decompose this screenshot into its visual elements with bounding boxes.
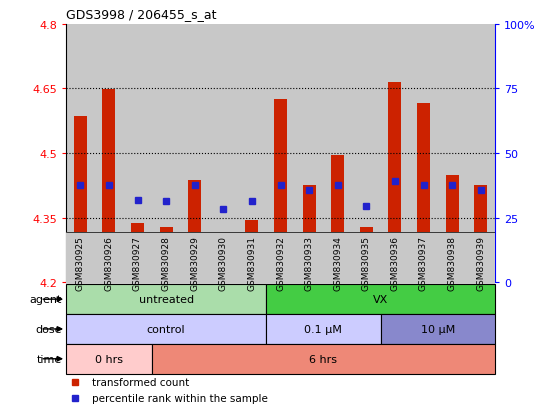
Bar <box>95 233 123 285</box>
Bar <box>102 90 116 282</box>
Text: dose: dose <box>35 324 62 334</box>
Bar <box>466 233 495 285</box>
Bar <box>360 228 373 282</box>
Bar <box>160 228 173 282</box>
Bar <box>295 233 323 285</box>
Text: GDS3998 / 206455_s_at: GDS3998 / 206455_s_at <box>66 8 217 21</box>
Bar <box>474 186 487 282</box>
Text: 6 hrs: 6 hrs <box>310 354 337 364</box>
Text: 10 μM: 10 μM <box>421 324 455 334</box>
Text: GSM830937: GSM830937 <box>419 235 428 290</box>
Text: agent: agent <box>29 294 62 304</box>
Bar <box>266 233 295 285</box>
Bar <box>217 276 230 282</box>
Bar <box>180 25 209 282</box>
Bar <box>352 233 381 285</box>
Bar <box>381 314 495 344</box>
Bar <box>409 25 438 282</box>
Bar <box>381 25 409 282</box>
Bar <box>152 233 180 285</box>
Text: GSM830935: GSM830935 <box>362 235 371 290</box>
Bar <box>266 314 381 344</box>
Bar <box>66 285 266 314</box>
Bar <box>323 233 352 285</box>
Bar <box>131 223 144 282</box>
Bar <box>446 176 459 282</box>
Text: control: control <box>147 324 185 334</box>
Text: transformed count: transformed count <box>92 377 189 387</box>
Text: GSM830939: GSM830939 <box>476 235 485 290</box>
Bar <box>74 117 87 282</box>
Text: GSM830930: GSM830930 <box>219 235 228 290</box>
Bar <box>238 233 266 285</box>
Text: GSM830927: GSM830927 <box>133 235 142 290</box>
Text: 0 hrs: 0 hrs <box>95 354 123 364</box>
Bar <box>438 233 466 285</box>
Bar <box>388 83 401 282</box>
Text: GSM830929: GSM830929 <box>190 235 199 290</box>
Bar <box>123 233 152 285</box>
Bar <box>209 233 238 285</box>
Bar <box>180 233 209 285</box>
Bar <box>266 25 295 282</box>
Bar <box>245 220 258 282</box>
Text: VX: VX <box>373 294 388 304</box>
Text: time: time <box>36 354 62 364</box>
Bar <box>417 104 430 282</box>
Bar <box>66 25 95 282</box>
Bar <box>331 156 344 282</box>
Text: GSM830933: GSM830933 <box>305 235 314 290</box>
Text: GSM830931: GSM830931 <box>248 235 256 290</box>
Text: untreated: untreated <box>139 294 194 304</box>
Bar <box>152 25 180 282</box>
Bar <box>466 25 495 282</box>
Bar <box>409 233 438 285</box>
Bar <box>352 25 381 282</box>
Bar <box>95 25 123 282</box>
Bar <box>66 344 152 374</box>
Text: GSM830925: GSM830925 <box>76 235 85 290</box>
Bar <box>238 25 266 282</box>
Bar <box>381 233 409 285</box>
Text: GSM830938: GSM830938 <box>448 235 456 290</box>
Bar <box>295 25 323 282</box>
Bar <box>209 25 238 282</box>
Bar <box>66 314 266 344</box>
Bar <box>66 233 95 285</box>
Bar <box>266 285 495 314</box>
Bar <box>152 344 495 374</box>
Text: GSM830926: GSM830926 <box>104 235 113 290</box>
Bar <box>302 186 316 282</box>
Bar <box>323 25 352 282</box>
Text: GSM830932: GSM830932 <box>276 235 285 290</box>
Bar <box>274 100 287 282</box>
Text: percentile rank within the sample: percentile rank within the sample <box>92 393 268 404</box>
Text: 0.1 μM: 0.1 μM <box>305 324 342 334</box>
Text: GSM830928: GSM830928 <box>162 235 170 290</box>
Bar <box>438 25 466 282</box>
Text: GSM830936: GSM830936 <box>390 235 399 290</box>
Bar <box>188 180 201 282</box>
Bar <box>123 25 152 282</box>
Text: GSM830934: GSM830934 <box>333 235 342 290</box>
